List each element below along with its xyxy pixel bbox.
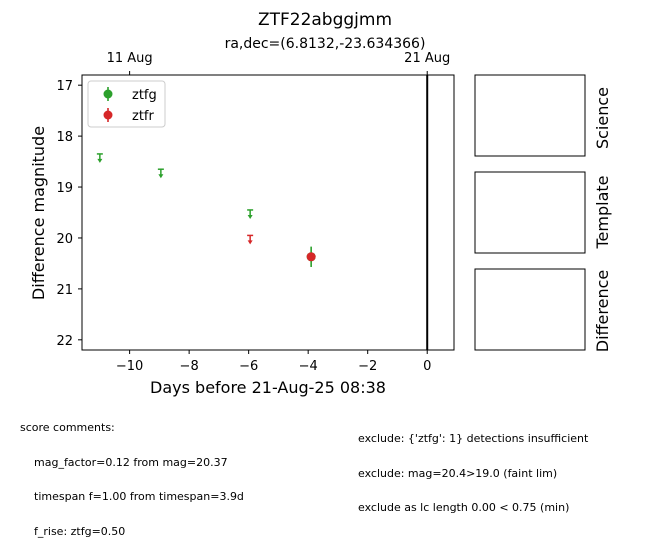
score-comments-title: score comments: — [20, 421, 115, 434]
template-panel: Template — [474, 171, 612, 254]
exclude-comment-line: exclude: mag=20.4>19.0 (faint lim) — [358, 466, 558, 480]
data-points-layer — [96, 153, 316, 267]
template-panel-label: Template — [593, 175, 612, 249]
science-panel: Science — [474, 74, 612, 157]
science-panel-label: Science — [593, 87, 612, 149]
legend-label-ztfg: ztfg — [132, 88, 157, 103]
y-tick-label: 21 — [56, 283, 73, 298]
detection-ztfr — [306, 252, 316, 262]
score-comment-line: mag_factor=0.12 from mag=20.37 — [34, 455, 228, 469]
x-tick-label: −6 — [239, 359, 258, 374]
upper-limit-ztfg — [247, 209, 254, 219]
lightcurve-figure: ZTF22abggjmm ra,dec=(6.8132,-23.634366) … — [29, 10, 612, 397]
upper-limit-ztfg — [157, 168, 164, 179]
difference-panel: Difference — [474, 268, 612, 352]
y-tick-label: 20 — [56, 232, 73, 247]
x-tick-label: −2 — [358, 359, 377, 374]
x-tick-label: −8 — [180, 359, 199, 374]
y-axis-label: Difference magnitude — [29, 126, 48, 300]
data-point — [306, 252, 316, 262]
y-tick-label: 22 — [56, 334, 73, 349]
chart-title: ZTF22abggjmm — [258, 10, 392, 30]
upper-limit-arrowhead — [158, 174, 164, 179]
y-tick-label: 18 — [56, 130, 73, 145]
x-tick-label: −10 — [116, 359, 143, 374]
x-tick-label: 0 — [423, 359, 431, 374]
exclude-comments: exclude: {'ztfg': 1} detections insuffic… — [358, 410, 588, 525]
score-comment-line: timespan f=1.00 from timespan=3.9d — [34, 490, 244, 503]
legend-item-ztfr: ztfr — [103, 108, 154, 124]
upper-limit-ztfr — [247, 234, 254, 245]
y-axis: 17 18 19 20 21 22 — [56, 79, 82, 349]
legend-label-ztfr: ztfr — [132, 109, 154, 124]
upper-limit-arrowhead — [247, 214, 253, 219]
upper-limit-arrowhead — [247, 240, 253, 245]
y-tick-label: 19 — [56, 181, 73, 196]
upper-limit-arrowhead — [97, 158, 103, 163]
x-axis-label: Days before 21-Aug-25 08:38 — [150, 378, 386, 397]
upper-limit-ztfg — [96, 153, 103, 163]
legend: ztfg ztfr — [87, 80, 166, 128]
score-comments: score comments: mag_factor=0.12 from mag… — [20, 399, 244, 549]
top-tick-label: 11 Aug — [107, 51, 153, 66]
top-date-axis: 11 Aug 21 Aug — [107, 51, 450, 75]
x-tick-label: −4 — [299, 359, 318, 374]
legend-item-ztfg: ztfg — [103, 87, 157, 103]
difference-panel-label: Difference — [593, 270, 612, 352]
y-tick-label: 17 — [56, 79, 73, 94]
top-tick-label: 21 Aug — [404, 51, 450, 66]
x-axis: −10 −8 −6 −4 −2 0 — [116, 350, 431, 374]
chart-subtitle: ra,dec=(6.8132,-23.634366) — [225, 36, 426, 52]
exclude-comment-line: exclude as lc length 0.00 < 0.75 (min) — [358, 501, 570, 514]
score-comment-line: f_rise: ztfg=0.50 — [34, 524, 126, 538]
exclude-comment-line: exclude: {'ztfg': 1} detections insuffic… — [358, 432, 589, 445]
